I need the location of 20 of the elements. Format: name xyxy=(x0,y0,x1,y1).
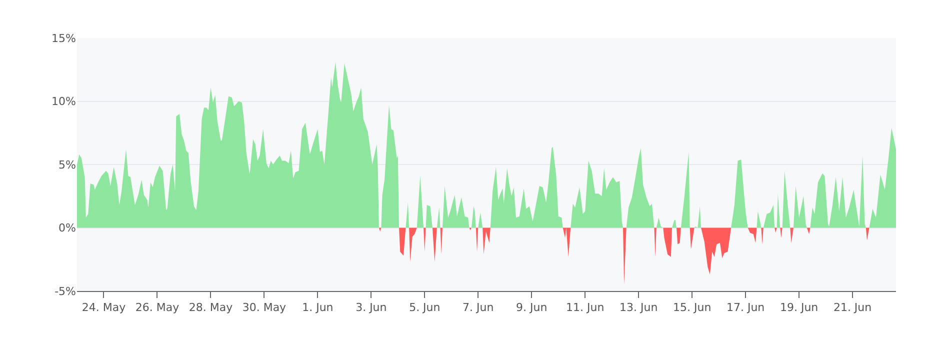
x-tick-label: 3. Jun xyxy=(356,301,387,314)
x-tick-label: 7. Jun xyxy=(462,301,494,314)
x-tick-label: 15. Jun xyxy=(672,301,712,314)
y-tick-label: -5% xyxy=(54,284,76,298)
x-tick-label: 5. Jun xyxy=(409,301,440,314)
x-tick-label: 30. May xyxy=(242,301,287,314)
x-tick-label: 21. Jun xyxy=(833,301,872,314)
y-tick-label: 10% xyxy=(52,95,76,108)
x-tick-label: 9. Jun xyxy=(516,301,548,314)
x-tick-label: 11. Jun xyxy=(566,301,604,314)
x-tick-label: 19. Jun xyxy=(780,301,818,314)
x-tick-label: 28. May xyxy=(188,301,234,314)
x-tick-label: 13. Jun xyxy=(620,301,658,314)
y-tick-label: 5% xyxy=(58,158,76,172)
x-tick-label: 24. May xyxy=(82,301,126,314)
x-tick-label: 1. Jun xyxy=(302,301,334,314)
x-tick-label: 17. Jun xyxy=(726,301,765,314)
y-tick-label: 15% xyxy=(52,32,76,45)
x-tick-label: 26. May xyxy=(135,301,180,314)
y-tick-label: 0% xyxy=(58,222,76,235)
